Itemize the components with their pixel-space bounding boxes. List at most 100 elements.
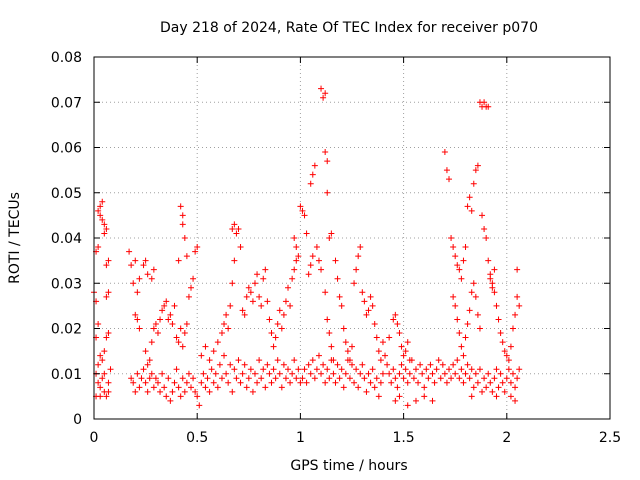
- data-point-marker: [365, 370, 372, 377]
- data-point-marker: [167, 397, 174, 404]
- data-point-marker: [101, 370, 108, 377]
- data-point-marker: [384, 361, 391, 368]
- data-point-marker: [206, 357, 213, 364]
- data-point-marker: [419, 370, 426, 377]
- data-point-marker: [429, 370, 436, 377]
- data-point-marker: [377, 379, 384, 386]
- data-point-marker: [474, 379, 481, 386]
- data-point-marker: [454, 357, 461, 364]
- data-point-marker: [105, 330, 112, 337]
- data-point-marker: [495, 384, 502, 391]
- data-point-marker: [229, 280, 236, 287]
- data-point-marker: [344, 357, 351, 364]
- data-point-marker: [415, 379, 422, 386]
- data-point-marker: [363, 388, 370, 395]
- data-point-marker: [373, 375, 380, 382]
- data-point-marker: [144, 271, 151, 278]
- data-point-marker: [289, 370, 296, 377]
- data-point-marker: [152, 320, 159, 327]
- data-point-marker: [179, 343, 186, 350]
- data-point-marker: [227, 302, 234, 309]
- data-point-marker: [448, 235, 455, 241]
- data-point-marker: [338, 302, 345, 309]
- data-point-marker: [198, 352, 205, 359]
- data-point-marker: [357, 244, 364, 251]
- data-point-marker: [210, 379, 217, 386]
- data-point-marker: [299, 375, 306, 382]
- data-point-marker: [324, 158, 331, 165]
- x-axis-label: GPS time / hours: [290, 458, 407, 474]
- data-point-marker: [470, 180, 477, 187]
- data-point-marker: [285, 366, 292, 373]
- data-point-marker: [134, 316, 141, 323]
- data-point-marker: [97, 212, 104, 219]
- data-point-marker: [223, 311, 230, 318]
- data-point-marker: [470, 280, 477, 287]
- data-point-marker: [188, 384, 195, 391]
- data-point-marker: [276, 370, 283, 377]
- data-point-marker: [95, 320, 102, 327]
- data-point-marker: [274, 357, 281, 364]
- data-point-marker: [150, 325, 157, 332]
- data-point-marker: [441, 370, 448, 377]
- tick-layer: 0 0.5 1 1.5 2 2.5 0 0.01 0.02 0.03 0.04 0.05 0.06 0.0…: [51, 50, 621, 446]
- data-point-marker: [468, 289, 475, 296]
- data-point-marker: [177, 393, 184, 400]
- data-point-marker: [392, 311, 399, 318]
- data-point-marker: [144, 388, 151, 395]
- data-point-marker: [479, 388, 486, 395]
- data-point-marker: [425, 375, 432, 382]
- data-point-marker: [318, 370, 325, 377]
- data-point-marker: [210, 348, 217, 355]
- data-point-marker: [423, 366, 430, 373]
- data-point-marker: [95, 244, 102, 251]
- data-point-marker: [456, 266, 463, 273]
- data-point-marker: [441, 149, 448, 156]
- data-point-marker: [241, 311, 248, 318]
- data-point-marker: [95, 379, 102, 386]
- data-point-marker: [450, 244, 457, 251]
- data-point-marker: [332, 379, 339, 386]
- data-point-marker: [439, 361, 446, 368]
- data-point-marker: [514, 266, 521, 273]
- data-point-marker: [363, 311, 370, 318]
- data-point-marker: [324, 189, 331, 196]
- data-point-marker: [276, 307, 283, 314]
- data-point-marker: [295, 253, 302, 260]
- data-point-marker: [128, 375, 135, 382]
- data-point-marker: [396, 370, 403, 377]
- data-point-marker: [175, 384, 182, 391]
- data-point-marker: [95, 207, 102, 214]
- data-point-marker: [330, 370, 337, 377]
- data-point-marker: [404, 339, 411, 346]
- data-point-marker: [227, 361, 234, 368]
- data-point-marker: [351, 379, 358, 386]
- data-point-marker: [382, 352, 389, 359]
- data-point-marker: [280, 361, 287, 368]
- data-point-marker: [161, 302, 168, 309]
- data-point-marker: [398, 343, 405, 350]
- data-point-marker: [462, 334, 469, 341]
- data-point-marker: [130, 280, 137, 287]
- data-point-marker: [512, 384, 519, 391]
- data-point-marker: [497, 370, 504, 377]
- data-point-marker: [297, 379, 304, 386]
- data-point-marker: [167, 311, 174, 318]
- data-point-marker: [126, 248, 133, 255]
- data-point-marker: [349, 361, 355, 368]
- data-point-marker: [301, 212, 308, 219]
- data-point-marker: [274, 320, 281, 327]
- data-point-marker: [320, 361, 327, 368]
- data-point-marker: [466, 307, 473, 314]
- data-point-marker: [452, 253, 459, 260]
- data-point-marker: [256, 357, 263, 364]
- data-point-marker: [148, 275, 155, 282]
- data-point-marker: [344, 348, 351, 355]
- data-point-marker: [507, 379, 514, 386]
- data-point-marker: [307, 180, 314, 187]
- data-point-marker: [272, 375, 279, 382]
- data-point-marker: [192, 388, 199, 395]
- data-point-marker: [130, 379, 137, 386]
- data-point-marker: [159, 307, 166, 314]
- data-point-marker: [396, 393, 403, 400]
